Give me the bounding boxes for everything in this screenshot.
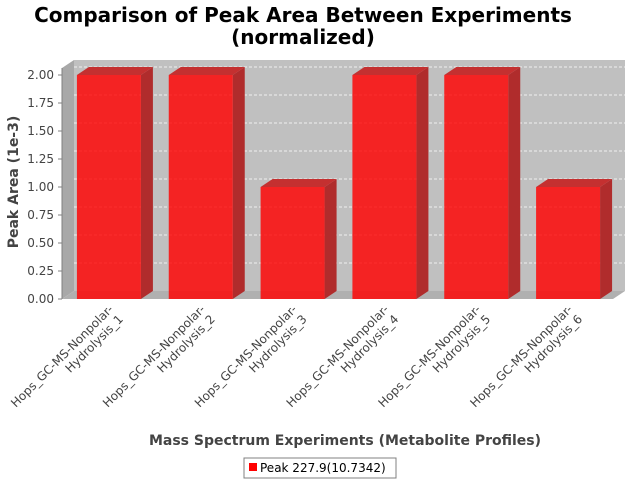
bars xyxy=(76,67,613,299)
bar-side xyxy=(324,179,337,299)
plot-left-wall xyxy=(62,60,74,299)
bar-front xyxy=(352,75,417,299)
bar-top xyxy=(352,67,429,75)
chart-title-line-1: Comparison of Peak Area Between Experime… xyxy=(34,3,572,27)
x-tick-label-line: Hops_GC-MS-Nonpolar- xyxy=(8,302,116,410)
y-tick-label: 0.25 xyxy=(27,264,54,278)
bar-top xyxy=(444,67,521,75)
bar-front xyxy=(168,75,233,299)
legend-swatch xyxy=(249,463,257,471)
y-tick-label: 2.00 xyxy=(27,68,54,82)
bar-top xyxy=(168,67,245,75)
bar-top xyxy=(260,179,337,187)
x-category-labels: Hops_GC-MS-Nonpolar-Hydrolysis_1Hops_GC-… xyxy=(8,302,585,410)
bar-side xyxy=(232,67,245,299)
y-tick-labels: 0.00 0.25 0.50 0.75 1.00 1.25 1.50 1.75 2.00 xyxy=(27,68,62,306)
bar-front xyxy=(76,75,141,299)
bar-front xyxy=(444,75,509,299)
bar xyxy=(536,179,613,299)
bar-top xyxy=(76,67,153,75)
plot-area xyxy=(62,60,625,299)
bar-front xyxy=(536,187,601,299)
y-tick-label: 0.00 xyxy=(27,292,54,306)
legend: Peak 227.9(10.7342) xyxy=(243,457,397,479)
y-tick-label: 0.75 xyxy=(27,208,54,222)
y-axis: 0.00 0.25 0.50 0.75 1.00 1.25 1.50 1.75 2.00 xyxy=(27,68,63,306)
y-tick-label: 1.25 xyxy=(27,152,54,166)
y-tick-label: 1.00 xyxy=(27,180,54,194)
bar-side xyxy=(508,67,521,299)
y-tick-label: 1.50 xyxy=(27,124,54,138)
x-axis-label: Mass Spectrum Experiments (Metabolite Pr… xyxy=(149,433,541,449)
bar-side xyxy=(140,67,153,299)
bar-side xyxy=(416,67,429,299)
chart-title-line-2: (normalized) xyxy=(231,25,375,49)
legend-box xyxy=(243,457,397,479)
y-tick-label: 1.75 xyxy=(27,96,54,110)
legend-label: Peak 227.9(10.7342) xyxy=(260,461,386,475)
bar xyxy=(260,179,337,299)
bar-top xyxy=(536,179,613,187)
y-axis-label: Peak Area (1e-3) xyxy=(6,116,22,249)
bar xyxy=(76,67,153,299)
gridlines xyxy=(74,66,625,264)
bar xyxy=(352,67,429,299)
y-tick-label: 0.50 xyxy=(27,236,54,250)
bar xyxy=(168,67,245,299)
bar-front xyxy=(260,187,325,299)
bar-side xyxy=(600,179,613,299)
bar xyxy=(444,67,521,299)
